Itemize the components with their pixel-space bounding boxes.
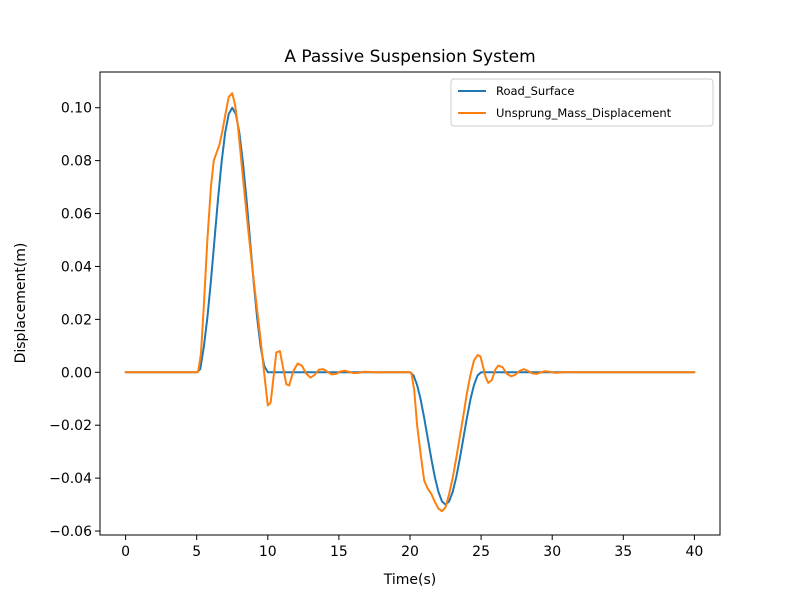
y-axis-title: Displacement(m) — [13, 243, 29, 364]
y-tick-label: 0.04 — [61, 259, 92, 275]
y-tick-label: 0.00 — [61, 365, 92, 381]
x-axis: 0 5 10 15 20 25 30 35 40 — [121, 535, 703, 560]
y-tick-label: 0.10 — [61, 101, 92, 117]
y-tick-label: −0.02 — [49, 418, 92, 434]
y-tick-label: −0.06 — [49, 524, 92, 540]
legend: Road_Surface Unsprung_Mass_Displacement — [450, 78, 714, 127]
x-tick-label: 40 — [685, 544, 703, 560]
x-tick-label: 15 — [330, 544, 348, 560]
legend-label-road-surface: Road_Surface — [496, 84, 574, 98]
legend-box — [450, 78, 714, 127]
y-tick-label: 0.02 — [61, 312, 92, 328]
y-axis: −0.06 −0.04 −0.02 0.00 0.02 0.04 0.06 0.08 0.10 — [49, 101, 100, 540]
x-tick-label: 20 — [401, 544, 419, 560]
chart-title: A Passive Suspension System — [284, 47, 535, 67]
plot-area — [100, 72, 720, 535]
series-layer — [124, 92, 696, 513]
y-tick-label: 0.06 — [61, 207, 92, 223]
y-tick-label: 0.08 — [61, 154, 92, 170]
x-axis-title: Time(s) — [383, 572, 436, 588]
x-tick-label: 30 — [543, 544, 561, 560]
x-tick-label: 35 — [614, 544, 632, 560]
x-tick-label: 0 — [121, 544, 130, 560]
x-tick-label: 5 — [192, 544, 201, 560]
legend-label-unsprung-mass: Unsprung_Mass_Displacement — [496, 106, 672, 120]
x-tick-label: 25 — [472, 544, 490, 560]
series-line-unsprung-mass-displacement — [124, 92, 696, 513]
x-tick-label: 10 — [259, 544, 277, 560]
y-tick-label: −0.04 — [49, 471, 92, 487]
